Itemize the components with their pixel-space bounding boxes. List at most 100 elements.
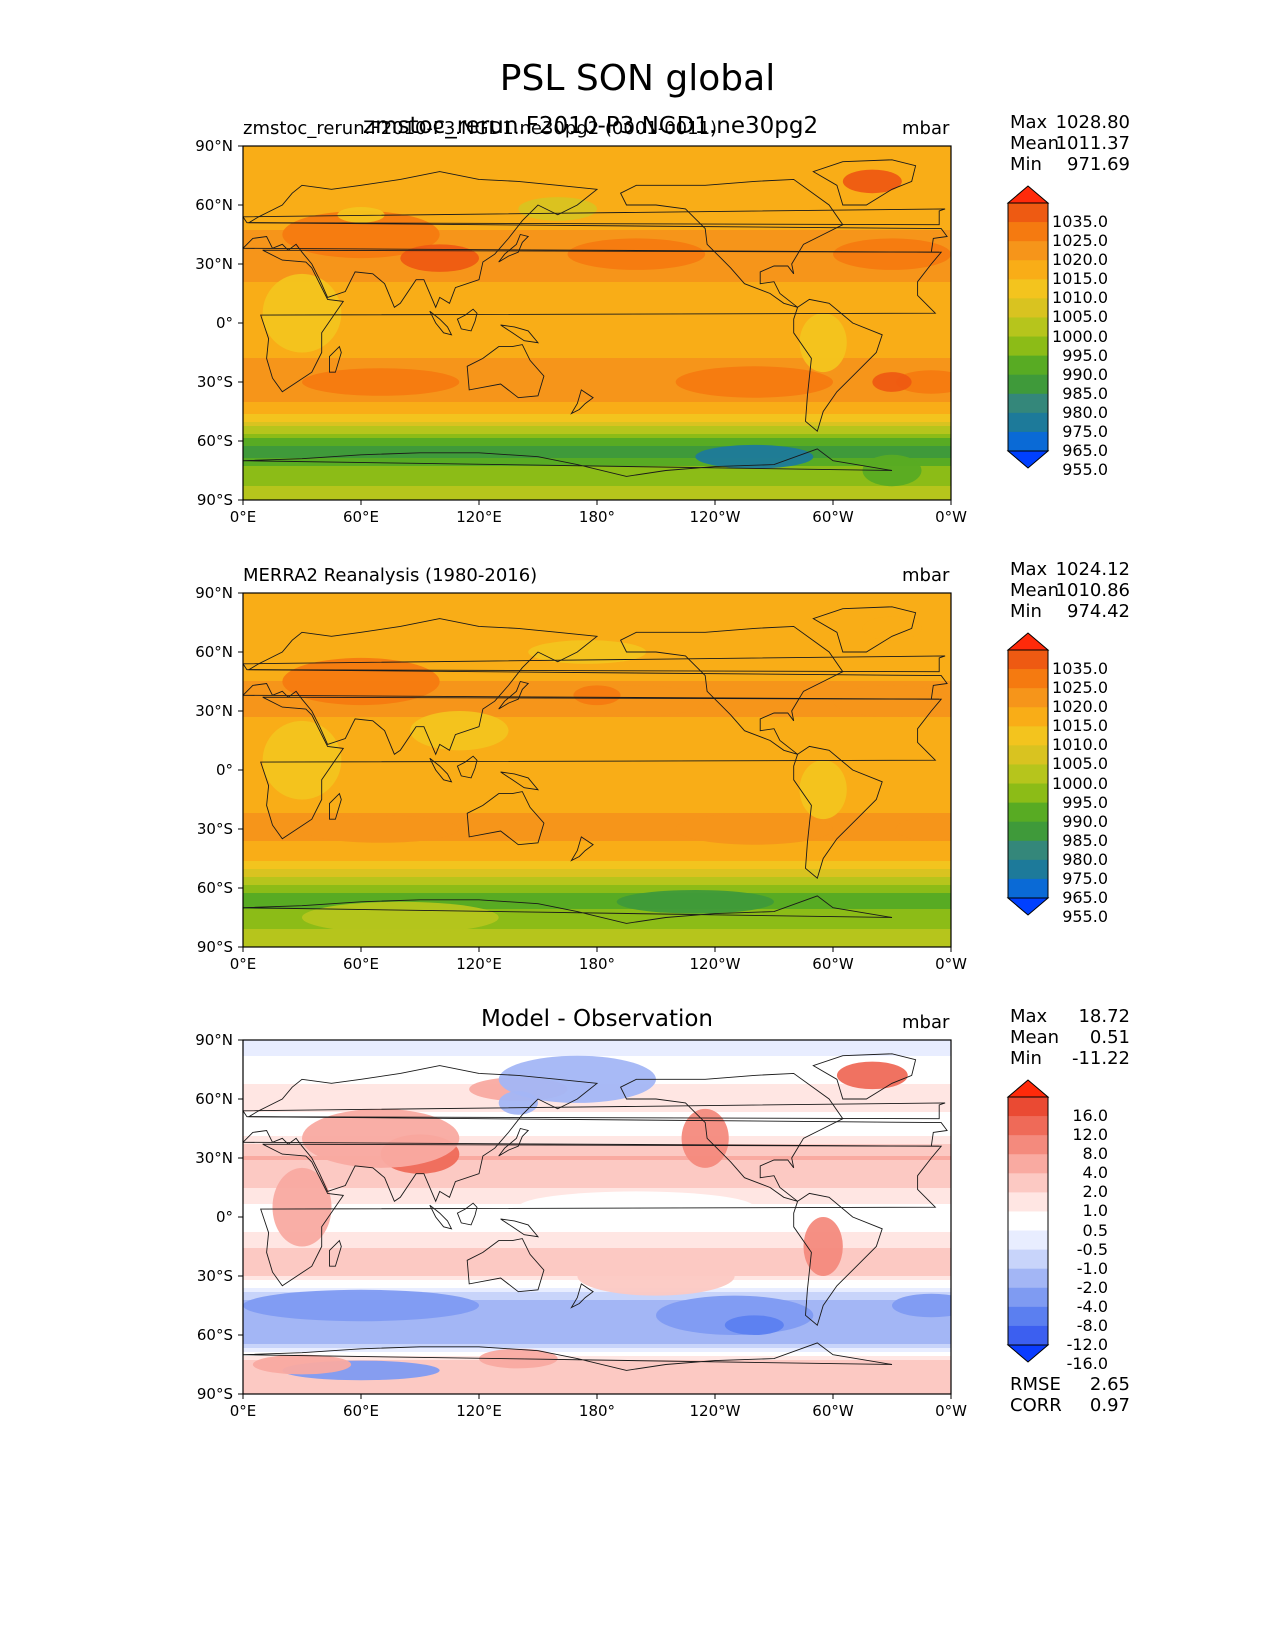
diff-band [243,1148,951,1153]
test-band [243,430,951,435]
ref-region-pacific-core [573,685,621,706]
ref-coastline-sumatra [429,757,453,783]
diff-x-tick-label: 60°W [812,1402,854,1420]
ref-y-tick-label: 0° [215,761,233,779]
test-band [243,230,951,235]
ref-coastline-antarctica [243,895,893,947]
test-region-africa-low [262,273,342,353]
ref-colorbar-tick-label: 1015.0 [1052,716,1108,736]
test-colorbar-extend-max [1006,185,1050,204]
test-colorbar-frame [1007,202,1049,452]
ref-band [243,777,951,782]
test-band [243,154,951,159]
ref-band [243,785,951,790]
diff-colorbar-segment [1008,1230,1048,1251]
test-coastline-africa [260,249,943,393]
test-band [243,210,951,215]
diff-coastline-eurasia [243,1065,948,1203]
diff-band [243,1112,951,1117]
test-band [243,366,951,371]
diff-region-andes-pos [803,1217,843,1276]
ref-band [243,773,951,778]
ref-x-tick-label: 180° [578,955,616,973]
test-band [243,438,951,443]
ref-panel-title-left: MERRA2 Reanalysis (1980-2016) [243,565,538,586]
test-coastline-new-guinea [500,324,540,344]
ref-band [243,741,951,746]
ref-band [243,881,951,886]
ref-x-tick-label: 0°W [935,955,967,973]
ref-colorbar-tick-label: 955.0 [1062,907,1108,927]
test-band [243,326,951,331]
ref-band [243,797,951,802]
ref-band [243,677,951,682]
diff-y-tick-label: 90°S [196,1385,233,1403]
test-region-aleutian-low [518,197,597,221]
test-colorbar-tick-label: 1005.0 [1052,307,1108,327]
test-band [243,174,951,179]
ref-band [243,609,951,614]
test-field [243,146,951,500]
ref-coastline-africa [260,696,943,840]
ref-stat-min: Min 974.42 [1010,601,1130,622]
test-y-tick-label: 30°S [196,373,233,391]
test-band [243,166,951,171]
ref-colorbar-tick-label: 1005.0 [1052,754,1108,774]
diff-x-tick-label: 0°W [935,1402,967,1420]
test-colorbar-segment [1008,203,1048,223]
diff-colorbar-segment [1008,1192,1048,1212]
test-coastline-madagascar [329,345,342,373]
ref-colorbar-tick-label: 990.0 [1062,811,1108,831]
test-y-tick-label: 60°S [196,432,233,450]
diff-metric-corr: CORR 0.97 [1010,1395,1130,1416]
diff-band [243,1296,951,1301]
test-colorbar-segment [1008,393,1048,414]
diff-y-tick-label: 60°N [195,1090,233,1108]
diff-colorbar-extend-max [1006,1079,1050,1098]
test-colorbar-tick-label: 1015.0 [1052,269,1108,289]
ref-colorbar-tick-label: 1035.0 [1052,659,1108,679]
ref-band [243,809,951,814]
diff-x-tick-label: 120°W [689,1402,741,1420]
ref-band [243,761,951,766]
test-colorbar-segment [1008,260,1048,280]
diff-band [243,1320,951,1325]
diff-band [243,1288,951,1293]
diff-band [243,1336,951,1341]
ref-band [243,897,951,902]
ref-band [243,945,951,947]
diff-band [243,1108,951,1113]
test-coastline-eurasia [243,171,948,309]
test-region-s-atlantic-high [895,370,951,394]
diff-region-s-atlantic-neg [892,1293,951,1318]
diff-stat-max: Max 18.72 [1010,1006,1130,1027]
ref-x-tick-label: 120°E [456,955,502,973]
test-band [243,434,951,439]
ref-band [243,637,951,642]
ref-band [243,817,951,822]
diff-colorbar-tick-label: -12.0 [1066,1335,1108,1354]
test-colorbar-segment [1008,298,1048,318]
ref-band [243,889,951,894]
ref-colorbar-tick-label: 995.0 [1062,792,1108,812]
diff-colorbar-tick-label: -4.0 [1076,1296,1108,1316]
ref-band [243,861,951,866]
ref-band [243,793,951,798]
test-colorbar-segment [1008,222,1048,242]
test-band [243,486,951,491]
test-region-indian-high [302,368,460,396]
test-panel-title-left: zmstoc_rerun.F2010-P3.NGD1.ne30pg2 (0001… [243,118,718,139]
ref-band [243,593,951,598]
diff-band [243,1248,951,1253]
ref-band [243,725,951,730]
diff-colorbar-segment [1008,1249,1048,1270]
diff-colorbar-segment [1008,1097,1048,1117]
diff-band [243,1356,951,1361]
test-y-tick-label: 0° [215,314,233,332]
diff-region-amundsen-neg [724,1315,784,1335]
diff-band [243,1368,951,1373]
diff-colorbar-tick-label: 12.0 [1072,1125,1108,1145]
test-coastline-australia [466,344,545,399]
diff-colorbar-tick-label: 16.0 [1072,1106,1108,1126]
ref-band [243,909,951,914]
